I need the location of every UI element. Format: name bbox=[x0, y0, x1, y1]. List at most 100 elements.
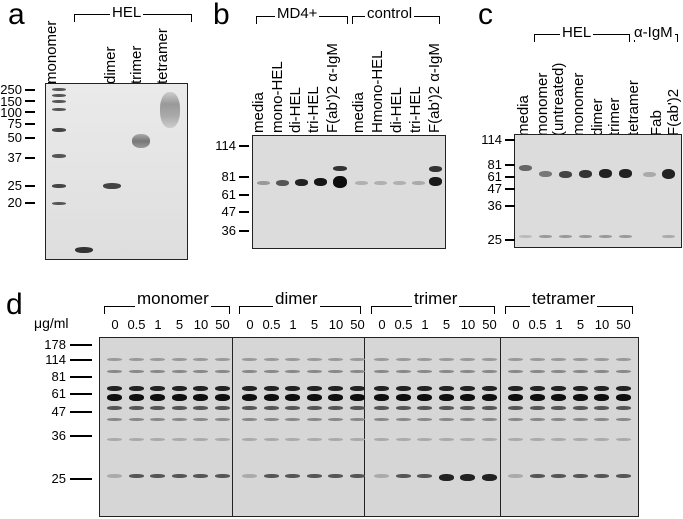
panel-b-lane-label: tri-HEL bbox=[407, 86, 424, 133]
mw-marker: 114 bbox=[481, 132, 502, 147]
panel-d-letter: d bbox=[6, 288, 23, 321]
panel-b-lane-label: media bbox=[250, 92, 267, 133]
mw-marker: 81 bbox=[221, 169, 236, 184]
panel-a-gel bbox=[45, 83, 188, 260]
concentration-label: 1 bbox=[555, 317, 563, 332]
concentration-label: 0 bbox=[111, 317, 119, 332]
concentration-label: 1 bbox=[289, 317, 297, 332]
ladder-lane bbox=[50, 84, 68, 259]
concentration-label: 0.5 bbox=[394, 317, 413, 332]
concentration-label: 50 bbox=[482, 317, 497, 332]
mw-marker: 81 bbox=[487, 157, 502, 172]
monomer-lane bbox=[73, 84, 95, 259]
mw-marker: 47 bbox=[51, 404, 66, 419]
panel-c-group2-label: α-IgM bbox=[632, 24, 675, 41]
concentration-label: 5 bbox=[576, 317, 585, 332]
panel-c-lane-label: dimer bbox=[589, 98, 606, 136]
concentration-label: 10 bbox=[460, 317, 476, 332]
panel-b-lane-label: mono-HEL bbox=[269, 61, 286, 133]
concentration-label: 0 bbox=[246, 317, 254, 332]
blot-lane bbox=[326, 338, 345, 516]
group-label: dimer bbox=[273, 289, 320, 308]
panel-c-lane-label: monomer bbox=[570, 72, 587, 136]
concentration-label: 10 bbox=[193, 317, 209, 332]
concentration-label: 50 bbox=[616, 317, 631, 332]
mw-marker: 100 bbox=[0, 105, 22, 120]
mw-marker: 25 bbox=[487, 232, 502, 247]
mw-marker: 36 bbox=[221, 223, 236, 238]
concentration-label: 0 bbox=[378, 317, 386, 332]
blot-lane bbox=[394, 338, 413, 516]
mw-marker: 47 bbox=[221, 204, 236, 219]
trimer-lane bbox=[130, 84, 152, 259]
mw-marker: 50 bbox=[7, 130, 22, 145]
blot-lane bbox=[283, 338, 302, 516]
group-label: trimer bbox=[412, 289, 460, 308]
panel-b-blot bbox=[252, 135, 446, 249]
panel-a-group-label: HEL bbox=[110, 4, 144, 21]
mw-marker: 20 bbox=[7, 195, 22, 210]
concentration-label: 5 bbox=[175, 317, 184, 332]
panel-c-lane-label: F(ab')2 bbox=[665, 88, 682, 136]
concentration-label: 1 bbox=[154, 317, 162, 332]
blot-lane bbox=[191, 338, 210, 516]
group-label: monomer bbox=[135, 289, 211, 308]
mw-marker: 36 bbox=[51, 428, 66, 443]
concentration-label: 10 bbox=[594, 317, 610, 332]
panel-a-lane-label: monomer bbox=[43, 20, 60, 84]
blot-lane bbox=[348, 338, 367, 516]
blot-lane bbox=[437, 338, 456, 516]
panel-a-lane-label: trimer bbox=[128, 45, 145, 84]
blot-lane bbox=[105, 338, 124, 516]
blot-lane bbox=[127, 338, 146, 516]
panel-b-letter: b bbox=[213, 0, 230, 31]
blot-lane bbox=[213, 338, 232, 516]
panel-c-group1-label: HEL bbox=[560, 24, 594, 41]
blot-lane bbox=[305, 338, 324, 516]
panel-b-lane-label: F(ab')2 α-IgM bbox=[324, 43, 341, 133]
mw-marker: 61 bbox=[51, 386, 66, 401]
blot-lane bbox=[571, 338, 590, 516]
mw-marker: 61 bbox=[487, 169, 502, 184]
blot-lane bbox=[372, 338, 391, 516]
concentration-label: 5 bbox=[442, 317, 451, 332]
panel-b-lane-label: Hmono-HEL bbox=[369, 50, 386, 133]
concentration-label: 0 bbox=[512, 317, 520, 332]
panel-a-letter: a bbox=[8, 0, 25, 31]
blot-lane bbox=[614, 338, 633, 516]
blot-lane bbox=[240, 338, 259, 516]
concentration-label: 0.5 bbox=[127, 317, 146, 332]
tetramer-lane bbox=[158, 84, 182, 259]
panel-c-lane-label: media bbox=[515, 95, 532, 136]
panel-b-lane-label: di-HEL bbox=[388, 87, 405, 133]
mw-marker: 178 bbox=[44, 337, 66, 352]
mw-marker: 150 bbox=[0, 94, 22, 109]
blot-lane bbox=[148, 338, 167, 516]
mw-marker: 47 bbox=[487, 181, 502, 196]
mw-marker: 37 bbox=[7, 150, 22, 165]
concentration-label: 50 bbox=[215, 317, 230, 332]
concentration-label: 1 bbox=[421, 317, 429, 332]
group-label: tetramer bbox=[530, 289, 598, 308]
blot-lane bbox=[262, 338, 281, 516]
concentration-label: 0.5 bbox=[528, 317, 547, 332]
blot-lane bbox=[170, 338, 189, 516]
mw-marker: 75 bbox=[7, 116, 22, 131]
blot-lane bbox=[415, 338, 434, 516]
mw-marker: 81 bbox=[51, 369, 66, 384]
panel-b-lane-label: F(ab')2 α-IgM bbox=[426, 43, 443, 133]
blot-lane bbox=[506, 338, 525, 516]
panel-a-lane-label: tetramer bbox=[154, 28, 171, 84]
mw-marker: 36 bbox=[487, 198, 502, 213]
panel-b-lane-label: media bbox=[350, 92, 367, 133]
mw-marker: 25 bbox=[51, 471, 66, 486]
panel-b-lane-label: di-HEL bbox=[287, 87, 304, 133]
panel-b-group1-label: MD4+ bbox=[275, 5, 320, 22]
blot-lane bbox=[458, 338, 477, 516]
mw-marker: 250 bbox=[0, 82, 22, 97]
blot-lane bbox=[592, 338, 611, 516]
dimer-lane bbox=[101, 84, 123, 259]
mw-marker: 114 bbox=[45, 352, 66, 367]
blot-lane bbox=[480, 338, 499, 516]
panel-a-lane-label: dimer bbox=[102, 46, 119, 84]
